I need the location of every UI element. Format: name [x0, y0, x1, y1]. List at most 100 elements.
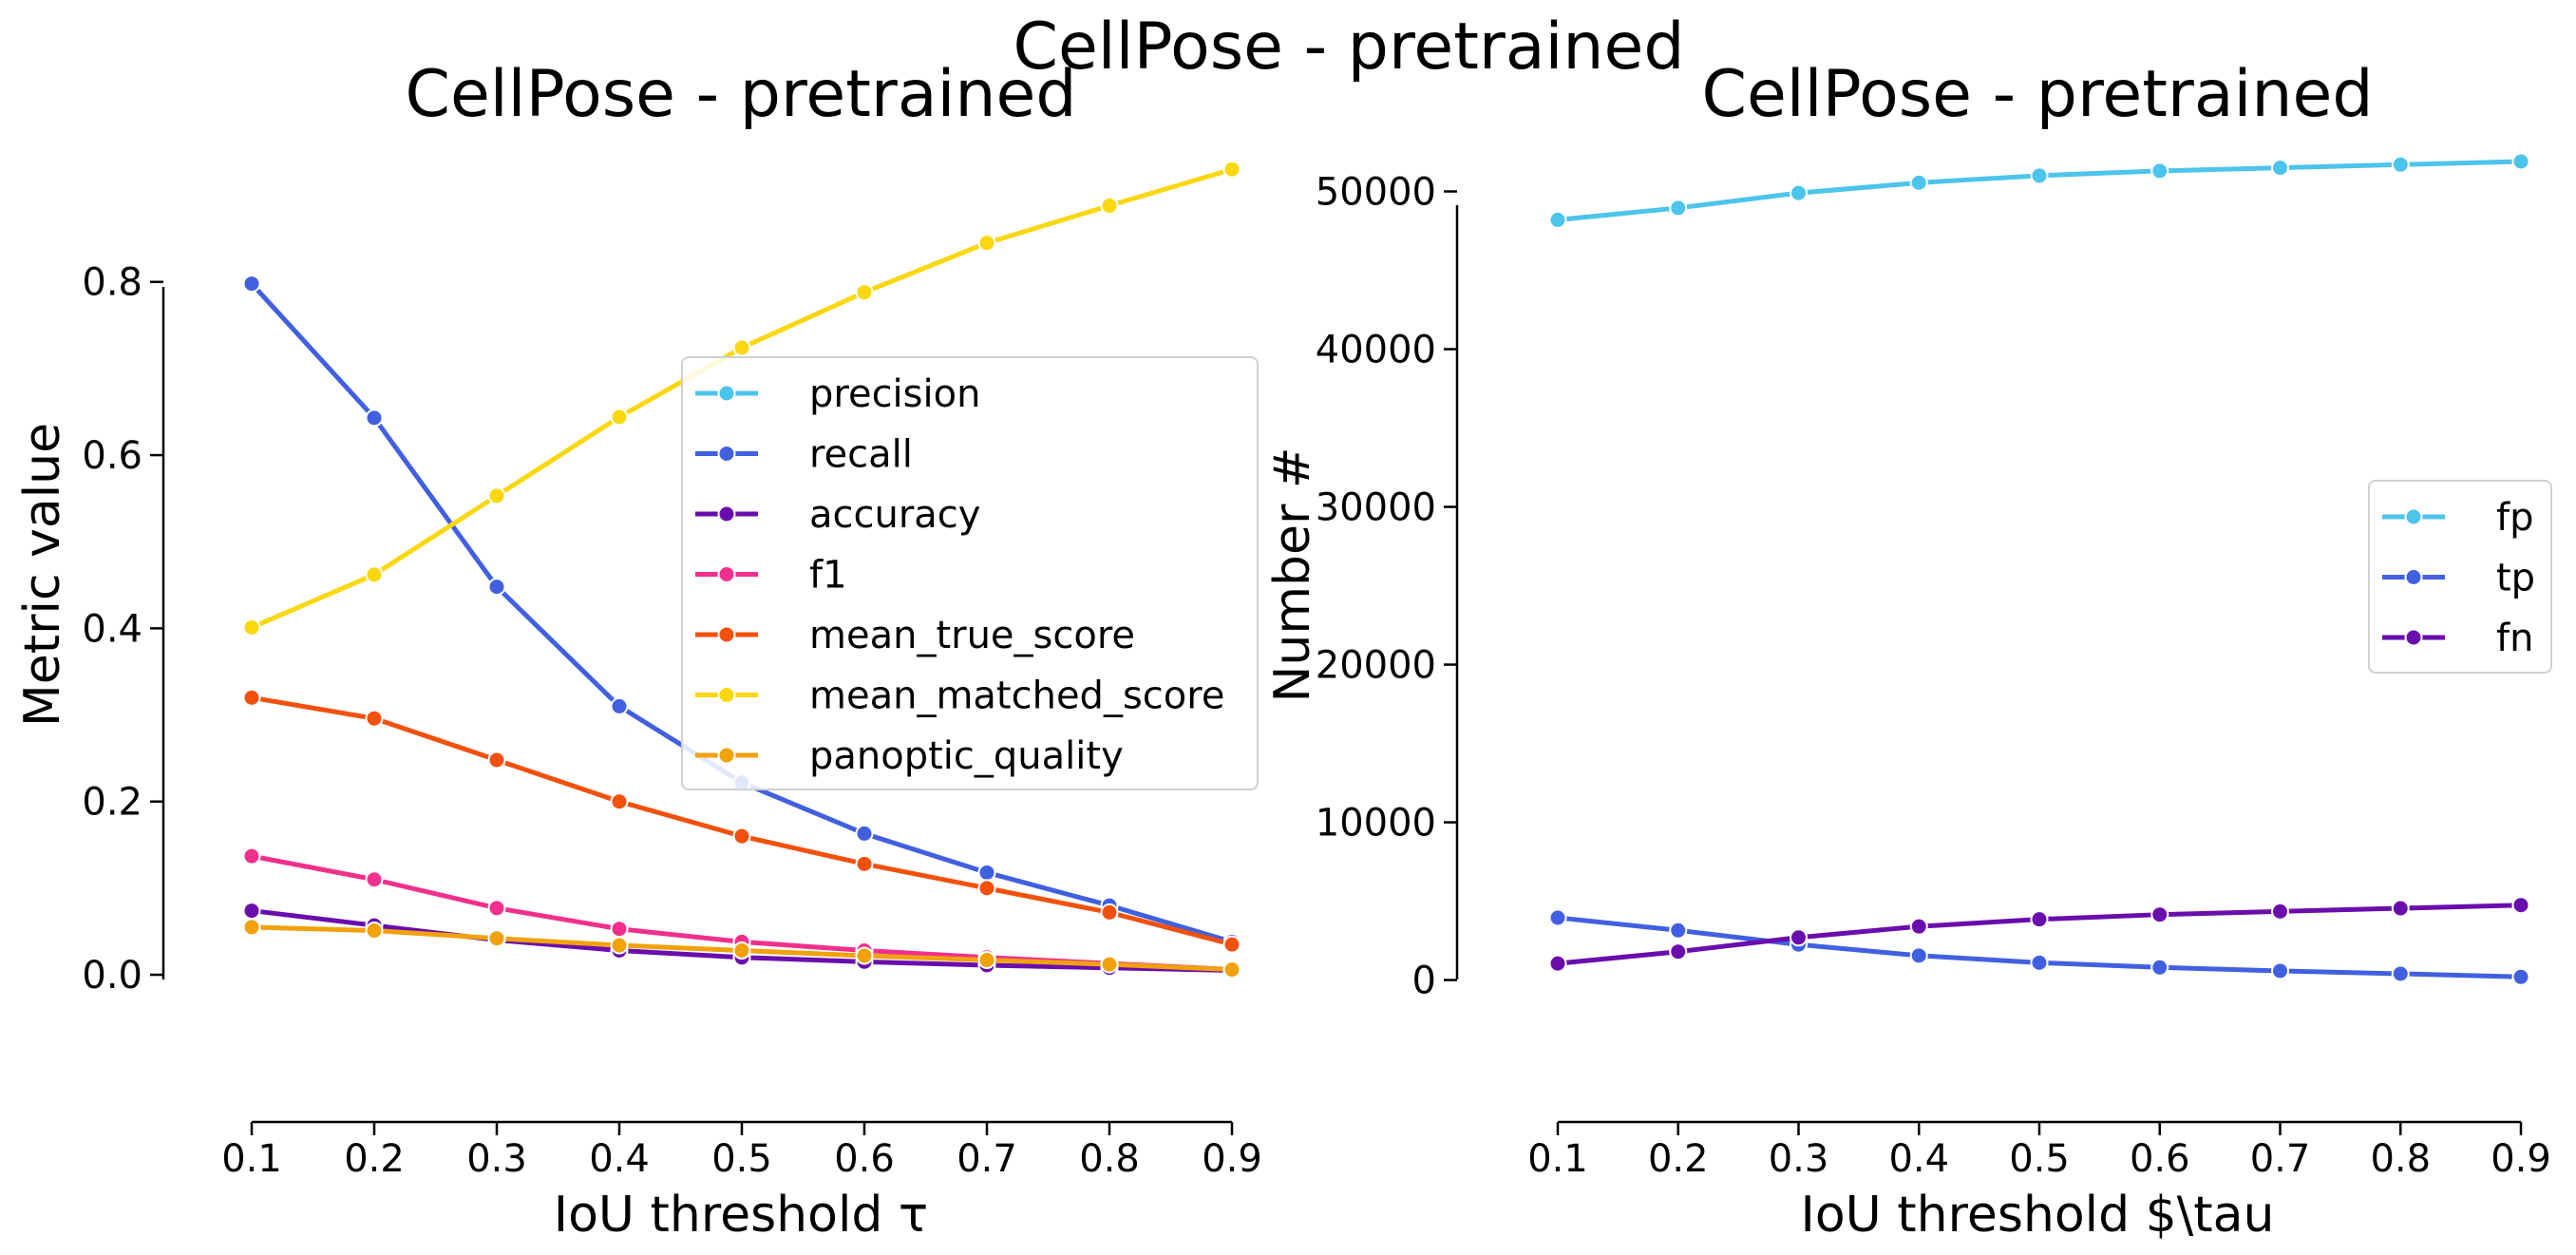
- data-point-tp: [1548, 908, 1567, 927]
- left-y-ticks: 0.0 0.2 0.4 0.6 0.8: [82, 261, 163, 998]
- data-point-fp: [1548, 210, 1567, 229]
- left-y-tick-label: 0.8: [82, 261, 142, 305]
- data-point-mean-true-score: [487, 751, 506, 770]
- data-point-tp: [2511, 967, 2530, 986]
- data-point-fp: [2150, 162, 2169, 181]
- data-point-fn: [2150, 905, 2169, 924]
- left-chart-panel: CellPose - pretrained Metric value IoU t…: [14, 57, 1262, 1244]
- left-x-tick-label: 0.5: [711, 1137, 772, 1181]
- data-point-panoptic-quality: [365, 922, 384, 941]
- left-y-tick-label: 0.2: [82, 781, 142, 825]
- left-x-tick-label: 0.1: [221, 1137, 282, 1181]
- data-point-mean-matched-score: [1222, 160, 1241, 179]
- legend-label-precision: precision: [809, 372, 980, 416]
- left-x-ticks: 0.1 0.2 0.3 0.4 0.5 0.6 0.7 0.8 0.9: [221, 1122, 1262, 1181]
- data-point-fn: [2271, 902, 2289, 921]
- legend-marker-tp: [2404, 568, 2423, 586]
- data-point-tp: [2150, 958, 2169, 977]
- left-legend: precision recall accuracy f1 mean_true_score…: [681, 356, 1259, 790]
- left-legend-box: [681, 356, 1259, 790]
- data-point-recall: [610, 696, 629, 715]
- data-point-fn: [2391, 899, 2410, 918]
- right-y-tick-label: 40000: [1316, 329, 1436, 372]
- right-x-tick-label: 0.9: [2491, 1137, 2551, 1181]
- data-point-mean-true-score: [1222, 935, 1241, 954]
- data-point-accuracy: [242, 902, 261, 921]
- right-legend-box: [2368, 480, 2552, 674]
- left-chart-title: CellPose - pretrained: [405, 57, 1076, 132]
- data-point-fp: [2511, 152, 2530, 171]
- data-point-tp: [2271, 961, 2289, 980]
- legend-label-mean-matched-score: mean_matched_score: [809, 675, 1224, 718]
- data-point-mean-matched-score: [365, 565, 384, 584]
- data-point-mean-matched-score: [977, 234, 996, 253]
- right-y-tick-label: 20000: [1316, 644, 1436, 688]
- data-point-panoptic-quality: [977, 951, 996, 970]
- right-y-axis-label: Number #: [1264, 447, 1321, 703]
- legend-label-fp: fp: [2496, 496, 2533, 540]
- data-point-mean-matched-score: [610, 408, 629, 427]
- data-point-recall: [855, 824, 874, 843]
- legend-label-mean-true-score: mean_true_score: [809, 614, 1135, 657]
- data-point-panoptic-quality: [1222, 960, 1241, 979]
- data-point-recall: [487, 578, 506, 597]
- data-point-mean-true-score: [610, 792, 629, 811]
- data-point-fp: [1909, 173, 1928, 192]
- legend-label-panoptic-quality: panoptic_quality: [809, 734, 1124, 778]
- data-point-fn: [1669, 942, 1688, 961]
- data-point-mean-true-score: [1100, 903, 1119, 922]
- left-y-tick-label: 0.0: [82, 954, 142, 998]
- data-point-f1: [242, 846, 261, 865]
- right-y-ticks: 0 10000 20000 30000 40000 50000: [1316, 171, 1457, 1003]
- left-x-tick-label: 0.9: [1202, 1137, 1262, 1181]
- data-point-f1: [365, 870, 384, 889]
- left-y-tick-label: 0.6: [82, 434, 142, 478]
- data-point-fp: [2030, 166, 2049, 185]
- right-chart-title: CellPose - pretrained: [1701, 57, 2373, 132]
- data-point-mean-matched-score: [1100, 197, 1119, 216]
- data-point-mean-true-score: [855, 854, 874, 873]
- right-x-axis-label: IoU threshold $\tau: [1801, 1187, 2275, 1244]
- data-point-fn: [1548, 954, 1567, 973]
- legend-marker-f1: [717, 565, 736, 583]
- right-y-tick-label: 30000: [1316, 486, 1436, 530]
- data-point-panoptic-quality: [242, 918, 261, 937]
- right-x-tick-label: 0.3: [1769, 1137, 1829, 1181]
- right-series-group: [1548, 152, 2530, 986]
- legend-label-tp: tp: [2496, 557, 2535, 600]
- legend-marker-accuracy: [717, 504, 736, 523]
- data-point-tp: [1669, 921, 1688, 940]
- figure-suptitle: CellPose - pretrained: [1013, 10, 1684, 85]
- data-point-recall: [977, 863, 996, 882]
- legend-marker-panoptic-quality: [717, 746, 736, 765]
- data-point-panoptic-quality: [610, 936, 629, 955]
- data-point-panoptic-quality: [732, 941, 751, 960]
- data-point-mean-matched-score: [242, 618, 261, 637]
- left-x-tick-label: 0.7: [957, 1137, 1017, 1181]
- right-x-tick-label: 0.8: [2370, 1137, 2431, 1181]
- left-x-tick-label: 0.3: [466, 1137, 527, 1181]
- data-point-fn: [1790, 928, 1808, 947]
- data-point-panoptic-quality: [1100, 955, 1119, 974]
- data-point-mean-true-score: [732, 827, 751, 846]
- right-y-tick-label: 50000: [1316, 171, 1436, 215]
- data-point-mean-true-score: [977, 879, 996, 898]
- data-point-f1: [487, 899, 506, 918]
- legend-marker-mean-true-score: [717, 625, 736, 644]
- legend-label-accuracy: accuracy: [809, 493, 980, 537]
- data-point-fn: [2511, 896, 2530, 915]
- left-x-axis-label: IoU threshold τ: [554, 1187, 928, 1244]
- data-point-recall: [365, 409, 384, 428]
- right-x-tick-label: 0.4: [1888, 1137, 1949, 1181]
- right-chart-panel: CellPose - pretrained Number # IoU thres…: [1264, 57, 2552, 1244]
- data-point-fn: [2030, 910, 2049, 929]
- legend-marker-fn: [2404, 628, 2423, 647]
- left-x-tick-label: 0.8: [1079, 1137, 1140, 1181]
- legend-marker-precision: [717, 384, 736, 403]
- legend-label-f1: f1: [809, 554, 847, 598]
- right-legend: fp tp fn: [2368, 480, 2552, 674]
- data-point-fp: [2271, 159, 2289, 178]
- data-point-mean-matched-score: [487, 486, 506, 505]
- right-x-tick-label: 0.6: [2130, 1137, 2190, 1181]
